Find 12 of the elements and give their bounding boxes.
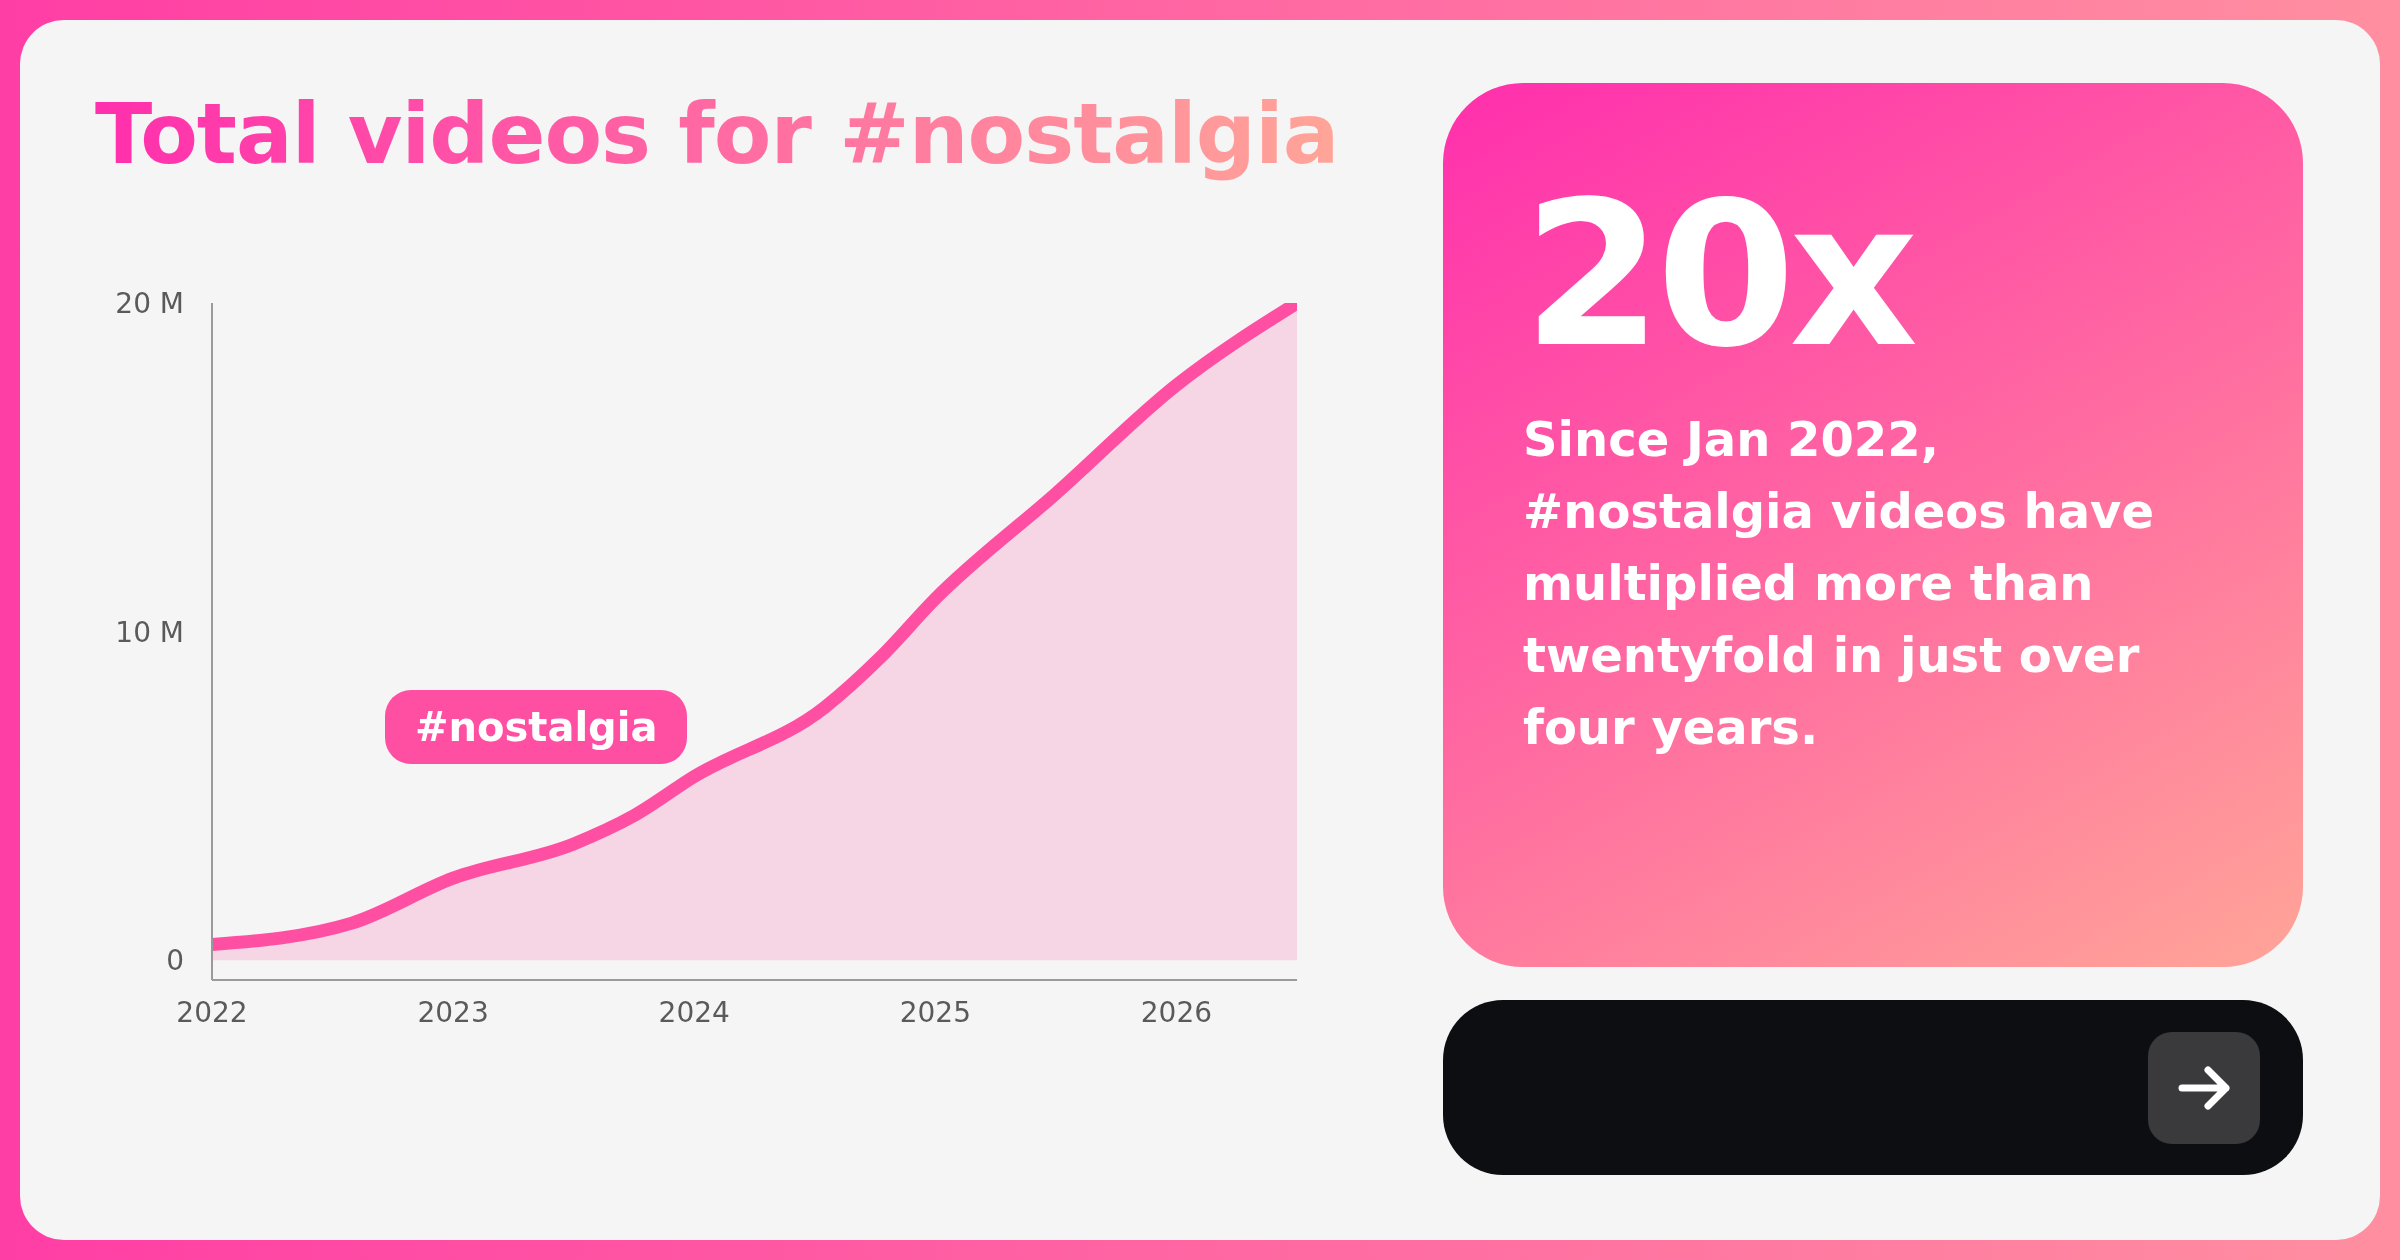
x-tick-label: 2025 [899,995,971,1029]
x-tick-label: 2022 [176,995,248,1029]
y-tick-label: 20 M [115,286,184,320]
x-tick-label: 2024 [658,995,730,1029]
x-tick-label: 2026 [1140,995,1213,1029]
y-tick-label: 10 M [115,615,184,649]
text: 20x [1523,158,1913,391]
chart-title: Total videos for #nostalgia [95,85,1339,183]
x-tick-label: 2023 [417,995,489,1029]
text: Since Jan 2022, #nostalgia videos have multiplied more than twentyfold in just over four years. [1523,410,2155,757]
series-label: #nostalgia [385,690,688,764]
y-tick-label: 0 [166,944,184,978]
